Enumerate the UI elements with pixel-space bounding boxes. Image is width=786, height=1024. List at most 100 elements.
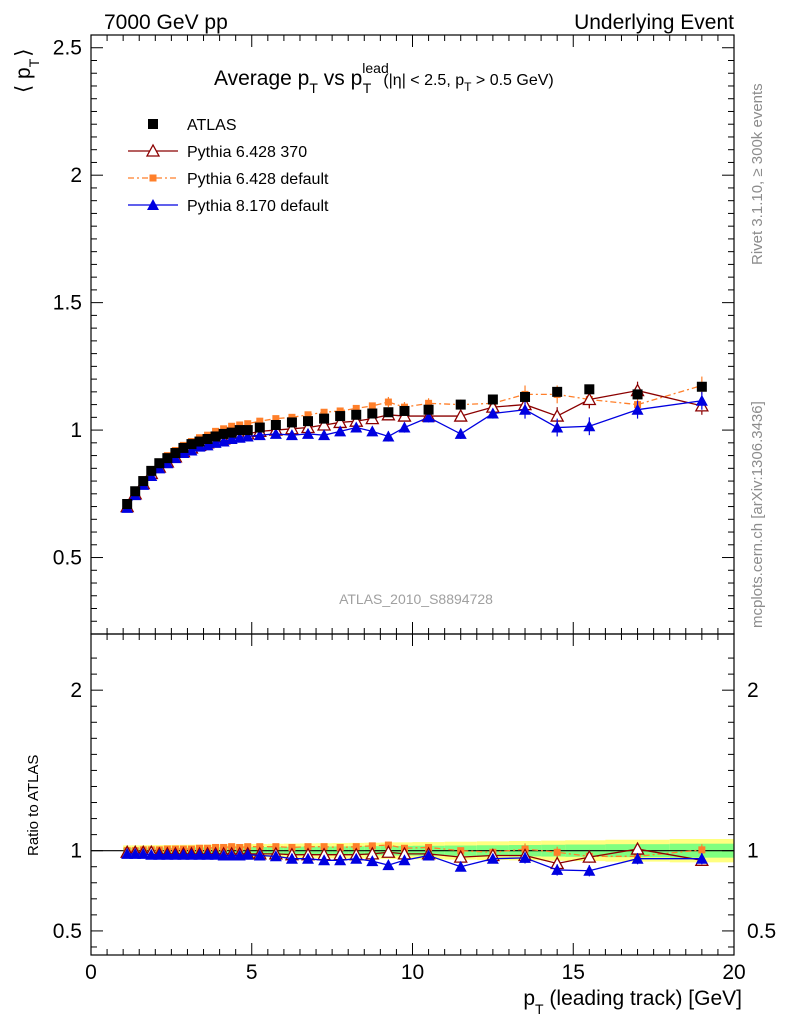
pythia-6-428-default-point — [384, 398, 392, 406]
pythia-8-170-default-point — [334, 854, 347, 866]
y-axis-label-main: ⟨ pT⟩ — [12, 49, 42, 93]
pythia-8-170-default-point — [486, 852, 499, 864]
atlas-point — [122, 499, 133, 510]
atlas-point — [455, 399, 466, 410]
pythia-8-170-default-point — [454, 860, 467, 872]
pythia-8-170-default-point — [551, 421, 564, 433]
pythia-8-170-default-point — [583, 420, 596, 432]
y-tick-label: 2 — [70, 164, 82, 187]
plot-title: Average pT vs plead T (|η| < 2.5, pT > 0.5… — [214, 60, 554, 96]
atlas-point — [383, 407, 394, 418]
pythia-8-170-default-line — [127, 853, 702, 872]
pythia-8-170-default-point — [398, 854, 411, 866]
pythia-8-170-default-point — [302, 427, 315, 439]
pythia-6-428-default-point — [228, 422, 236, 430]
pythia-6-428-default-point — [698, 846, 706, 854]
pythia-8-170-default-point — [185, 848, 198, 860]
pythia-8-170-default-point — [631, 852, 644, 864]
pythia-8-170-default-point — [486, 407, 499, 419]
pythia-8-170-default-point — [121, 847, 134, 859]
pythia-8-170-default-point — [161, 848, 174, 860]
y-tick-label: 2.5 — [53, 37, 82, 60]
pythia-6-428-default-point — [272, 415, 280, 423]
y-tick-label: 1.5 — [53, 292, 82, 315]
pythia-8-170-default-point — [695, 394, 708, 406]
pythia-8-170-default-point — [422, 849, 435, 861]
pythia-8-170-default-point — [285, 429, 298, 441]
pythia-8-170-default-point — [209, 848, 222, 860]
atlas-point — [170, 448, 181, 459]
pythia-8-170-default-point — [269, 850, 282, 862]
y-tick-label-right: 2 — [747, 679, 759, 702]
axes-ticks: 0 5 10 15 200.511.522.50.5 0.51 12 2 — [53, 34, 776, 984]
y-tick-label: 1 — [70, 419, 82, 442]
pythia-8-170-default-point — [201, 848, 214, 860]
legend-marker-pythia-8-170-default — [147, 199, 159, 210]
atlas-point — [234, 425, 245, 436]
pythia-8-170-default-point — [233, 849, 246, 861]
atlas-point — [303, 416, 314, 427]
atlas-point — [242, 425, 253, 436]
pythia-8-170-default-point — [422, 411, 435, 423]
pythia-8-170-default-point — [153, 848, 166, 860]
pythia-8-170-default-point — [334, 425, 347, 437]
pythia-8-170-default-point — [318, 429, 331, 441]
pythia-8-170-default-point — [398, 421, 411, 433]
pythia-6-428-default-line — [126, 384, 703, 505]
rivet-label: Rivet 3.1.10, ≥ 300k events — [749, 83, 766, 265]
pythia-6-428-default-point — [336, 407, 344, 415]
atlas-point — [552, 386, 563, 397]
pythia-8-170-default-line — [126, 400, 702, 509]
pythia-8-170-default-point — [177, 848, 190, 860]
pythia-6-428-default-point — [368, 842, 376, 850]
pythia-6-428-370-point — [582, 392, 597, 406]
pythia-6-428-370-point — [381, 844, 396, 858]
atlas-point — [146, 465, 157, 476]
y-tick-label-right: 0.5 — [747, 920, 776, 943]
pythia-8-170-default-point — [382, 859, 395, 871]
x-axis-label: pT (leading track) [GeV] — [523, 987, 742, 1017]
analysis-id: ATLAS_2010_S8894728 — [339, 591, 493, 607]
pythia-6-428-370-line — [127, 848, 702, 865]
pythia-8-170-default-point — [285, 852, 298, 864]
atlas-point — [632, 389, 643, 400]
atlas-point — [254, 422, 265, 433]
pythia-8-170-default-point — [137, 847, 150, 859]
legend-label-pythia-8-170-default: Pythia 8.170 default — [187, 198, 329, 215]
y-tick-label: 0.5 — [53, 547, 82, 570]
pythia-8-170-default-point — [253, 849, 266, 861]
x-tick-label: 0 — [85, 961, 97, 984]
pythia-6-428-default-point — [244, 420, 252, 428]
atlas-point — [202, 434, 213, 445]
atlas-point — [162, 453, 173, 464]
header-right: Underlying Event — [574, 11, 734, 34]
pythia-6-428-default-point — [220, 425, 228, 433]
atlas-point — [335, 411, 346, 422]
pythia-8-170-default-point — [382, 430, 395, 442]
pythia-8-170-default-point — [350, 421, 363, 433]
atlas-point — [367, 408, 378, 419]
pythia-6-428-default-point — [304, 843, 312, 851]
y-tick-label-right: 1 — [747, 840, 759, 863]
atlas-point — [194, 436, 205, 447]
pythia-6-428-default-point — [352, 843, 360, 851]
pythia-6-428-default-point — [304, 411, 312, 419]
atlas-point — [487, 394, 498, 405]
pythia-8-170-default-point — [169, 848, 182, 860]
legend: ATLAS Pythia 6.428 370 Pythia 6.428 defaul… — [128, 117, 329, 215]
pythia-6-428-default-point — [425, 399, 433, 407]
atlas-point — [319, 413, 330, 424]
pythia-6-428-370-line — [126, 389, 703, 507]
mcplots-label: mcplots.cern.ch [arXiv:1306.3436] — [749, 401, 766, 628]
pythia-8-170-default-point — [366, 425, 379, 437]
atlas-point — [399, 405, 410, 416]
pythia-8-170-default-point — [129, 847, 142, 859]
pythia-6-428-default-point — [352, 404, 360, 412]
pythia-6-428-default-line — [127, 844, 702, 857]
atlas-point — [210, 431, 221, 442]
pythia-8-170-default-point — [193, 848, 206, 860]
y-tick-label: 0.5 — [53, 920, 82, 943]
pythia-8-170-default-point — [185, 444, 198, 456]
pythia-6-428-default-point — [212, 427, 220, 435]
